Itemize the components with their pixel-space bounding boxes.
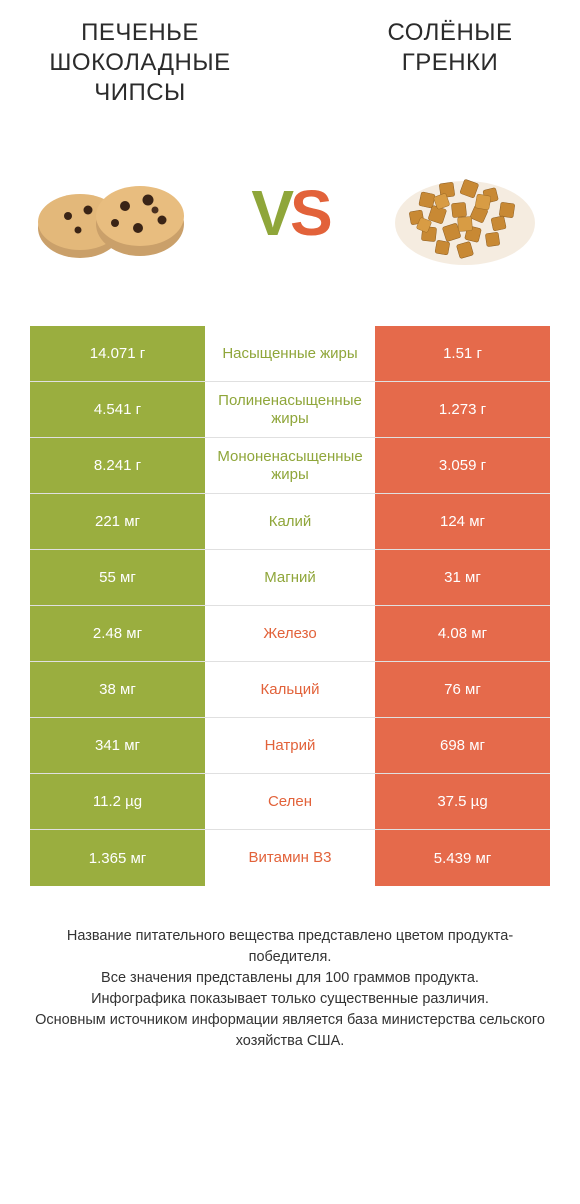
left-value: 4.541 г <box>30 382 205 437</box>
footer-notes: Название питательного вещества представл… <box>0 886 580 1052</box>
right-value: 3.059 г <box>375 438 550 493</box>
nutrient-name: Мононенасыщенные жиры <box>205 438 375 493</box>
vs-s: S <box>290 177 329 249</box>
left-value: 341 мг <box>30 718 205 773</box>
nutrient-name: Натрий <box>205 718 375 773</box>
right-value: 31 мг <box>375 550 550 605</box>
left-value: 2.48 мг <box>30 606 205 661</box>
table-row: 55 мгМагний31 мг <box>30 550 550 606</box>
left-value: 38 мг <box>30 662 205 717</box>
nutrient-name: Калий <box>205 494 375 549</box>
table-row: 341 мгНатрий698 мг <box>30 718 550 774</box>
left-value: 55 мг <box>30 550 205 605</box>
nutrient-name: Насыщенные жиры <box>205 326 375 381</box>
left-value: 11.2 µg <box>30 774 205 829</box>
table-row: 4.541 гПолиненасыщенные жиры1.273 г <box>30 382 550 438</box>
right-value: 698 мг <box>375 718 550 773</box>
right-product-title: СОЛЁНЫЕ ГРЕНКИ <box>350 18 550 108</box>
right-value: 4.08 мг <box>375 606 550 661</box>
left-product-title: ПЕЧЕНЬЕ ШОКОЛАДНЫЕ ЧИПСЫ <box>30 18 250 108</box>
footer-line-2: Все значения представлены для 100 граммо… <box>30 968 550 989</box>
cookies-image <box>30 148 200 278</box>
croutons-image <box>380 148 550 278</box>
hero-row: VS <box>0 108 580 308</box>
left-value: 14.071 г <box>30 326 205 381</box>
right-value: 1.273 г <box>375 382 550 437</box>
left-value: 8.241 г <box>30 438 205 493</box>
table-row: 14.071 гНасыщенные жиры1.51 г <box>30 326 550 382</box>
table-row: 221 мгКалий124 мг <box>30 494 550 550</box>
right-value: 37.5 µg <box>375 774 550 829</box>
nutrient-name: Кальций <box>205 662 375 717</box>
table-row: 2.48 мгЖелезо4.08 мг <box>30 606 550 662</box>
vs-label: VS <box>251 176 328 250</box>
nutrient-name: Селен <box>205 774 375 829</box>
left-value: 221 мг <box>30 494 205 549</box>
footer-line-1: Название питательного вещества представл… <box>30 926 550 968</box>
right-value: 1.51 г <box>375 326 550 381</box>
table-row: 11.2 µgСелен37.5 µg <box>30 774 550 830</box>
right-value: 76 мг <box>375 662 550 717</box>
table-row: 8.241 гМононенасыщенные жиры3.059 г <box>30 438 550 494</box>
right-value: 124 мг <box>375 494 550 549</box>
table-row: 1.365 мгВитамин B35.439 мг <box>30 830 550 886</box>
footer-line-3: Инфографика показывает только существенн… <box>30 989 550 1010</box>
comparison-table: 14.071 гНасыщенные жиры1.51 г4.541 гПоли… <box>0 308 580 886</box>
table-row: 38 мгКальций76 мг <box>30 662 550 718</box>
left-value: 1.365 мг <box>30 830 205 886</box>
nutrient-name: Полиненасыщенные жиры <box>205 382 375 437</box>
right-value: 5.439 мг <box>375 830 550 886</box>
nutrient-name: Магний <box>205 550 375 605</box>
footer-line-4: Основным источником информации является … <box>30 1010 550 1052</box>
vs-v: V <box>251 177 290 249</box>
nutrient-name: Витамин B3 <box>205 830 375 886</box>
header: ПЕЧЕНЬЕ ШОКОЛАДНЫЕ ЧИПСЫ СОЛЁНЫЕ ГРЕНКИ <box>0 0 580 108</box>
nutrient-name: Железо <box>205 606 375 661</box>
